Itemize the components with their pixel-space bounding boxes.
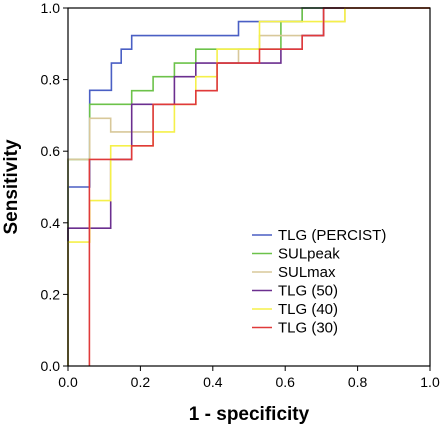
plot-frame — [67, 7, 431, 367]
x-tick-label: 0.4 — [203, 374, 223, 390]
legend-label-4: TLG (40) — [278, 301, 338, 318]
legend-label-5: TLG (30) — [278, 320, 338, 337]
x-tick-label: 0.6 — [275, 374, 295, 390]
legend-label-3: TLG (50) — [278, 283, 338, 300]
y-tick-label: 0.6 — [41, 143, 61, 159]
y-tick-label: 0.2 — [41, 286, 61, 302]
legend-label-2: SULmax — [278, 264, 336, 281]
legend-label-1: SULpeak — [278, 246, 340, 263]
y-tick-label: 0.8 — [41, 72, 61, 88]
series-line-3 — [67, 7, 430, 366]
y-axis: 0.0 0.2 0.4 0.6 0.8 1.0 — [41, 0, 68, 374]
legend-label-0: TLG (PERCIST) — [278, 227, 386, 244]
x-tick-label: 1.0 — [420, 374, 440, 390]
series-line-2 — [67, 7, 430, 366]
x-tick-label: 0.0 — [58, 374, 78, 390]
x-tick-label: 0.8 — [348, 374, 368, 390]
series-layer — [67, 7, 430, 366]
x-tick-label: 0.2 — [131, 374, 151, 390]
y-tick-label: 0.0 — [41, 358, 61, 374]
y-axis-label: Sensitivity — [1, 139, 22, 234]
series-line-1 — [67, 7, 430, 366]
series-line-5 — [88, 7, 430, 366]
series-line-0 — [67, 7, 430, 366]
y-tick-label: 0.4 — [41, 215, 61, 231]
series-line-4 — [67, 7, 430, 366]
y-tick-label: 1.0 — [41, 0, 61, 16]
x-axis-label: 1 - specificity — [189, 404, 310, 425]
x-axis: 0.0 0.2 0.4 0.6 0.8 1.0 — [58, 366, 440, 390]
